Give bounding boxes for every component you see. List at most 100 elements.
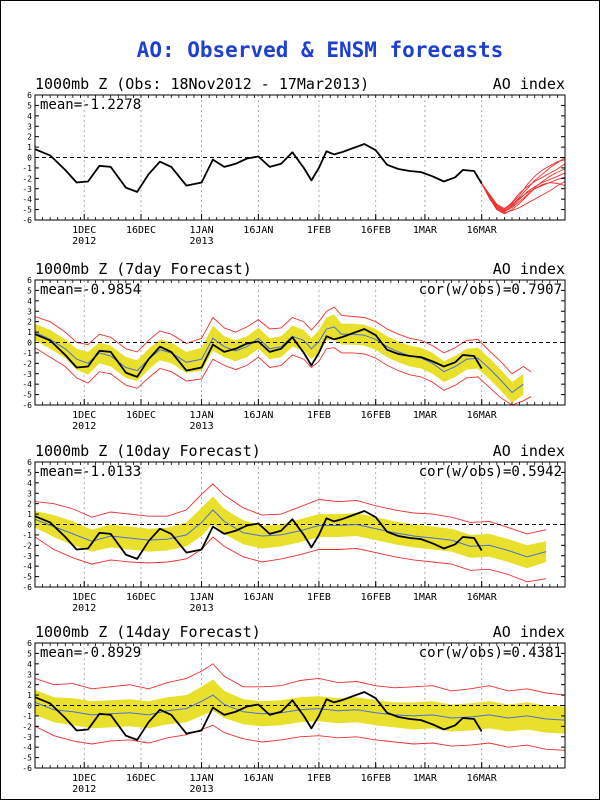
y-tick-label: 2 xyxy=(27,500,32,509)
forecast-member-line xyxy=(481,168,565,215)
x-tick-label: 1JAN xyxy=(190,410,214,421)
y-tick-label: 4 xyxy=(27,479,32,488)
x-tick-label: 16DEC xyxy=(126,592,156,603)
y-tick-label: 6 xyxy=(27,639,32,648)
x-tick-year-label: 2012 xyxy=(72,421,96,432)
y-tick-label: -1 xyxy=(22,712,32,721)
x-tick-label: 1DEC xyxy=(72,773,96,784)
y-tick-label: 1 xyxy=(27,691,32,700)
y-tick-label: -6 xyxy=(22,764,32,773)
member-min-line xyxy=(35,724,565,751)
y-tick-label: 6 xyxy=(27,276,32,285)
correlation-annotation: cor(w/obs)=0.4381 xyxy=(419,645,562,661)
member-min-line xyxy=(35,536,547,583)
y-tick-label: 2 xyxy=(27,318,32,327)
y-tick-label: 0 xyxy=(27,702,32,711)
y-tick-label: 3 xyxy=(27,670,32,679)
y-tick-label: -3 xyxy=(22,370,32,379)
y-tick-label: 4 xyxy=(27,112,32,121)
y-tick-label: 0 xyxy=(27,521,32,530)
correlation-annotation: cor(w/obs)=0.7907 xyxy=(419,282,562,298)
y-tick-label: -1 xyxy=(22,531,32,540)
panel-title: 1000mb Z (10day Forecast) xyxy=(35,442,261,460)
y-tick-label: -6 xyxy=(22,583,32,592)
y-tick-label: 5 xyxy=(27,286,32,295)
member-max-line xyxy=(35,483,547,535)
x-tick-label: 1MAR xyxy=(413,592,438,603)
y-tick-label: 3 xyxy=(27,122,32,131)
observed-line xyxy=(35,691,483,741)
y-tick-label: 6 xyxy=(27,91,32,100)
plot-area xyxy=(35,280,565,405)
x-tick-year-label: 2013 xyxy=(190,784,214,795)
x-tick-label: 1MAR xyxy=(413,225,438,236)
x-tick-year-label: 2013 xyxy=(190,603,214,614)
x-tick-label: 1DEC xyxy=(72,225,96,236)
x-tick-label: 16JAN xyxy=(243,773,273,784)
y-tick-label: -2 xyxy=(22,359,32,368)
y-tick-label: -2 xyxy=(22,541,32,550)
y-tick-label: 3 xyxy=(27,307,32,316)
chart-panel-1: 1000mb Z (Obs: 18Nov2012 - 17Mar2013) AO … xyxy=(22,75,566,247)
y-tick-label: -2 xyxy=(22,722,32,731)
y-tick-label: -6 xyxy=(22,216,32,225)
panel-title: 1000mb Z (Obs: 18Nov2012 - 17Mar2013) xyxy=(35,75,369,93)
mean-annotation: mean=-1.2278 xyxy=(40,97,141,113)
y-tick-label: -5 xyxy=(22,206,32,215)
x-tick-label: 1FEB xyxy=(307,410,331,421)
member-max-line xyxy=(35,306,532,375)
x-tick-label: 1FEB xyxy=(307,592,331,603)
ensemble-spread-band xyxy=(35,679,565,734)
chart-panel-2: 1000mb Z (7day Forecast) AO index6543210-… xyxy=(22,260,566,432)
forecast-member-line xyxy=(481,176,565,211)
x-tick-label: 16DEC xyxy=(126,225,156,236)
y-tick-label: 5 xyxy=(27,101,32,110)
y-tick-label: 1 xyxy=(27,143,32,152)
plot-area xyxy=(35,643,565,768)
x-tick-year-label: 2012 xyxy=(72,603,96,614)
panel-title: 1000mb Z (14day Forecast) xyxy=(35,623,261,641)
x-tick-label: 1FEB xyxy=(307,773,331,784)
panel-title: 1000mb Z (7day Forecast) xyxy=(35,260,252,278)
y-tick-label: 0 xyxy=(27,339,32,348)
panel-index-label: AO index xyxy=(493,260,565,278)
y-tick-label: 2 xyxy=(27,133,32,142)
x-tick-year-label: 2012 xyxy=(72,784,96,795)
x-tick-label: 1JAN xyxy=(190,773,214,784)
ensemble-mean-line xyxy=(35,694,565,721)
plot-area xyxy=(35,95,565,220)
x-tick-label: 16DEC xyxy=(126,410,156,421)
x-tick-label: 16DEC xyxy=(126,773,156,784)
y-tick-label: -5 xyxy=(22,391,32,400)
plot-area xyxy=(35,462,565,587)
x-tick-label: 1JAN xyxy=(190,592,214,603)
mean-annotation: mean=-0.8929 xyxy=(40,645,141,661)
x-tick-label: 16JAN xyxy=(243,225,273,236)
x-tick-year-label: 2013 xyxy=(190,236,214,247)
y-tick-label: -6 xyxy=(22,401,32,410)
y-tick-label: 2 xyxy=(27,681,32,690)
x-tick-year-label: 2013 xyxy=(190,421,214,432)
x-tick-label: 1DEC xyxy=(72,410,96,421)
y-tick-label: -4 xyxy=(22,743,32,752)
member-max-line xyxy=(35,663,565,696)
y-tick-label: -4 xyxy=(22,380,32,389)
x-tick-label: 1JAN xyxy=(190,225,214,236)
x-tick-label: 16MAR xyxy=(467,225,498,236)
x-tick-label: 16JAN xyxy=(243,410,273,421)
y-tick-label: -3 xyxy=(22,185,32,194)
y-tick-label: 4 xyxy=(27,660,32,669)
y-tick-label: -5 xyxy=(22,754,32,763)
y-tick-label: -2 xyxy=(22,174,32,183)
x-tick-label: 16FEB xyxy=(361,410,391,421)
x-tick-label: 16JAN xyxy=(243,592,273,603)
ensemble-mean-line xyxy=(35,326,524,394)
y-tick-label: 5 xyxy=(27,649,32,658)
chart-panel-3: 1000mb Z (10day Forecast) AO index 65 43 21 0… xyxy=(22,442,566,614)
x-tick-label: 16MAR xyxy=(467,592,498,603)
forecast-member-line xyxy=(481,159,565,210)
figure-title: AO: Observed & ENSM forecasts xyxy=(137,38,504,62)
y-tick-label: 1 xyxy=(27,328,32,337)
y-tick-label: -3 xyxy=(22,552,32,561)
